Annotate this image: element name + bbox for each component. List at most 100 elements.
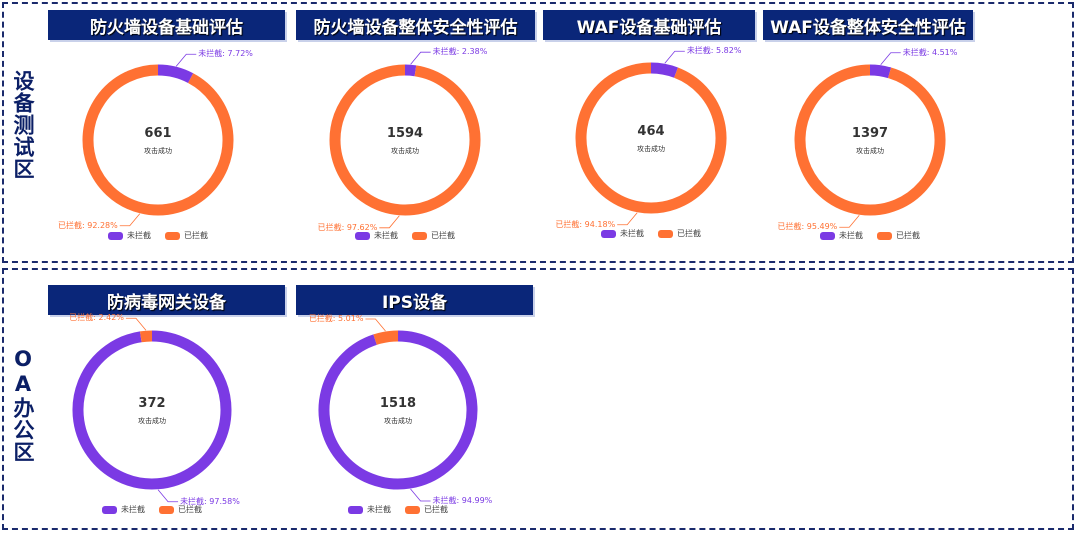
not-blocked-label: 未拦截: 5.82% (686, 46, 742, 56)
blocked-slice[interactable] (373, 330, 399, 345)
legend-text: 未拦截 (374, 231, 398, 240)
not-blocked-slice[interactable] (157, 64, 194, 84)
legend-text: 已拦截 (184, 231, 208, 240)
chart-title: IPS设备 (296, 285, 533, 315)
legend-swatch (405, 505, 420, 514)
oa-office-zone (2, 268, 1074, 530)
leader-line (410, 488, 431, 502)
donut-chart: 未拦截: 2.38% 已拦截: 97.62% 1594 攻击成功 未拦截 已拦截 (275, 35, 535, 265)
total-value: 1594 (386, 126, 424, 141)
legend-text: 未拦截 (620, 229, 644, 238)
legend: 未拦截 已拦截 (22, 504, 282, 515)
center-label: 攻击成功 (144, 147, 172, 155)
donut-chart: 已拦截: 2.42% 未拦截: 97.58% 372 攻击成功未拦截 已拦截 (22, 305, 282, 535)
leader-line (365, 318, 386, 332)
center-label: 攻击成功 (391, 147, 419, 155)
legend-blocked[interactable]: 已拦截 (159, 504, 202, 515)
legend-not-blocked[interactable]: 未拦截 (355, 230, 398, 241)
legend-swatch (348, 505, 363, 514)
legend: 未拦截 已拦截 (275, 230, 535, 241)
total-value: 1518 (379, 396, 417, 411)
not-blocked-slice[interactable] (869, 64, 892, 79)
legend-text: 已拦截 (677, 229, 701, 238)
legend-swatch (601, 229, 616, 238)
blocked-label: 已拦截: 2.42% (69, 313, 124, 323)
legend-swatch (165, 231, 180, 240)
chart-title: 防火墙设备基础评估 (48, 10, 285, 40)
center-label: 攻击成功 (856, 147, 884, 155)
total-value: 1397 (851, 126, 889, 141)
legend-swatch (820, 231, 835, 240)
blocked-slice[interactable] (329, 64, 481, 216)
legend-text: 未拦截 (367, 505, 391, 514)
total-value: 661 (144, 126, 172, 141)
total-value: 372 (138, 396, 166, 411)
blocked-slice[interactable] (139, 330, 153, 343)
legend-swatch (355, 231, 370, 240)
legend: 未拦截 已拦截 (740, 230, 1000, 241)
legend-swatch (877, 231, 892, 240)
blocked-slice[interactable] (794, 64, 946, 216)
legend: 未拦截 已拦截 (521, 228, 781, 239)
legend-swatch (108, 231, 123, 240)
legend-not-blocked[interactable]: 未拦截 (348, 504, 391, 515)
zone-label-oa: OA办公区 (11, 347, 35, 463)
blocked-label: 已拦截: 94.18% (555, 219, 616, 229)
total-value: 464 (637, 124, 665, 139)
leader-line (839, 214, 860, 228)
blocked-slice[interactable] (82, 64, 234, 216)
legend-swatch (159, 505, 174, 514)
not-blocked-label: 未拦截: 94.99% (432, 496, 493, 505)
legend-swatch (658, 229, 673, 238)
legend-text: 已拦截 (424, 505, 448, 514)
legend-text: 未拦截 (127, 231, 151, 240)
legend-not-blocked[interactable]: 未拦截 (108, 230, 151, 241)
donut-chart: 已拦截: 5.01% 未拦截: 94.99% 1518 攻击成功未拦截 已拦截 (268, 305, 528, 535)
legend-swatch (412, 231, 427, 240)
legend-text: 已拦截 (431, 231, 455, 240)
not-blocked-label: 未拦截: 7.72% (198, 49, 253, 59)
center-label: 攻击成功 (384, 417, 412, 425)
legend-blocked[interactable]: 已拦截 (165, 230, 208, 241)
blocked-label: 已拦截: 95.49% (777, 222, 838, 232)
legend-text: 已拦截 (896, 231, 920, 240)
not-blocked-slice[interactable] (650, 62, 678, 78)
leader-line (880, 52, 901, 66)
leader-line (125, 317, 147, 331)
legend-blocked[interactable]: 已拦截 (412, 230, 455, 241)
legend-text: 已拦截 (178, 505, 202, 514)
not-blocked-slice[interactable] (72, 330, 232, 490)
device-test-zone (2, 2, 1074, 263)
not-blocked-label: 未拦截: 97.58% (180, 496, 240, 506)
not-blocked-slice[interactable] (318, 330, 478, 490)
not-blocked-slice[interactable] (404, 64, 417, 77)
legend-not-blocked[interactable]: 未拦截 (601, 228, 644, 239)
legend: 未拦截 已拦截 (268, 504, 528, 515)
legend-blocked[interactable]: 已拦截 (405, 504, 448, 515)
donut-chart: 未拦截: 4.51% 已拦截: 95.49% 1397 攻击成功未拦截 已拦截 (740, 35, 1000, 265)
legend: 未拦截 已拦截 (28, 230, 288, 241)
chart-title: 防病毒网关设备 (48, 285, 285, 315)
blocked-slice[interactable] (575, 62, 727, 214)
center-label: 攻击成功 (637, 145, 665, 153)
blocked-label: 已拦截: 5.01% (308, 313, 364, 323)
leader-line (410, 51, 431, 65)
zone-label-device-test: 设备测试区 (11, 70, 35, 180)
legend-not-blocked[interactable]: 未拦截 (820, 230, 863, 241)
legend-text: 未拦截 (121, 505, 145, 514)
leader-line (175, 53, 197, 67)
legend-not-blocked[interactable]: 未拦截 (102, 504, 145, 515)
donut-chart: 未拦截: 7.72% 已拦截: 92.28% 661 攻击成功 未拦截 已拦截 (28, 35, 288, 265)
chart-title: WAF设备整体安全性评估 (763, 10, 973, 40)
leader-line (664, 50, 685, 64)
leader-line (157, 489, 179, 503)
legend-text: 未拦截 (839, 231, 863, 240)
not-blocked-label: 未拦截: 4.51% (902, 47, 958, 57)
donut-chart: 未拦截: 5.82% 已拦截: 94.18% 464 攻击成功未拦截 已拦截 (521, 33, 781, 263)
legend-swatch (102, 505, 117, 514)
not-blocked-label: 未拦截: 2.38% (432, 47, 488, 57)
chart-title: 防火墙设备整体安全性评估 (296, 10, 535, 40)
legend-blocked[interactable]: 已拦截 (658, 228, 701, 239)
legend-blocked[interactable]: 已拦截 (877, 230, 920, 241)
center-label: 攻击成功 (138, 417, 166, 425)
